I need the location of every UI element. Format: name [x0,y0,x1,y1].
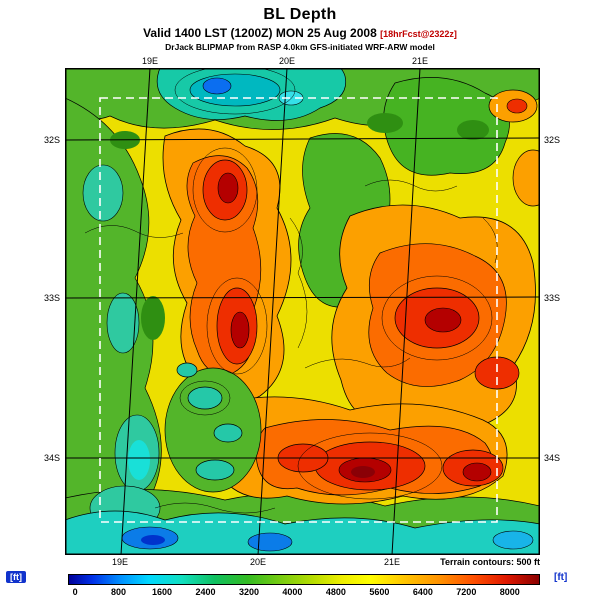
lon-label-top-19e: 19E [141,56,158,66]
forecast-tag: [18hrFcst@2322z] [380,29,457,39]
lat-label-right-32s: 32S [544,135,561,145]
lat-label-left-32s: 32S [43,135,60,145]
bl-depth-field [65,68,540,555]
map-plot-area [65,68,540,555]
colorbar-tick: 2400 [195,587,216,597]
colorbar-tick: 8000 [499,587,520,597]
bl-depth-map [65,68,540,555]
lon-label-bottom-20e: 20E [249,557,266,567]
lat-lon-grid-lines [65,68,540,555]
lon-label-bottom-21e: 21E [383,557,400,567]
valid-time-line: Valid 1400 LST (1200Z) MON 25 Aug 2008 [… [0,26,600,40]
colorbar-ticks: 0 800 1600 2400 3200 4000 4800 5600 6400 7200 8000 [68,587,540,599]
colorbar-tick: 800 [111,587,127,597]
model-domain-boundary [99,97,498,523]
colorbar-tick: 1600 [152,587,173,597]
contour-lines [84,68,498,514]
colorbar-tick: 6400 [412,587,433,597]
lon-label-bottom-19e: 19E [111,557,128,567]
colorbar-tick: 7200 [456,587,477,597]
lat-label-right-33s: 33S [544,293,561,303]
valid-time-text: Valid 1400 LST (1200Z) MON 25 Aug 2008 [143,26,377,40]
lat-label-left-34s: 34S [43,453,60,463]
lon-label-top-20e: 20E [278,56,295,66]
colorbar-tick: 4000 [282,587,303,597]
lon-label-top-21e: 21E [411,56,428,66]
colorbar-tick: 5600 [369,587,390,597]
colorbar [68,574,540,585]
lat-label-right-34s: 34S [544,453,561,463]
colorbar-tick: 3200 [238,587,259,597]
lat-label-left-33s: 33S [43,293,60,303]
map-border [65,68,540,555]
colorbar-tick: 0 [72,587,78,597]
colorbar-unit-left: [ft] [6,571,26,583]
page-title: BL Depth [263,6,337,23]
colorbar-unit-right: [ft] [554,572,568,583]
model-info-line: DrJack BLIPMAP from RASP 4.0km GFS-initi… [165,42,435,52]
colorbar-tick: 4800 [325,587,346,597]
terrain-contours-note: Terrain contours: 500 ft [440,557,540,567]
